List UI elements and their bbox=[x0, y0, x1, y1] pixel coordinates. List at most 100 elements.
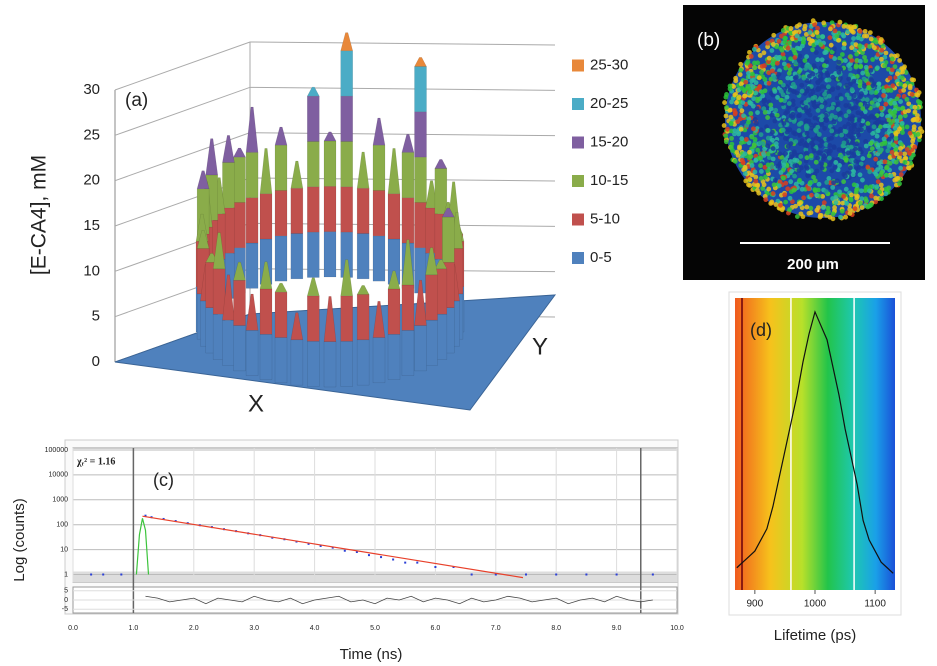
pixel bbox=[834, 178, 840, 184]
residual-tick-label: 5 bbox=[64, 588, 68, 595]
pixel bbox=[780, 28, 786, 33]
pixel bbox=[829, 168, 835, 174]
pixel bbox=[867, 44, 873, 49]
pixel bbox=[817, 73, 823, 79]
pixel bbox=[868, 67, 874, 73]
pixel bbox=[746, 140, 752, 146]
pixel bbox=[865, 164, 871, 170]
pixel bbox=[786, 101, 792, 106]
pixel bbox=[829, 128, 835, 134]
pixel bbox=[898, 145, 903, 151]
y-tick-label: 20 bbox=[83, 172, 100, 189]
pixel bbox=[870, 130, 876, 136]
surface-spike bbox=[340, 95, 353, 142]
surface-spike bbox=[387, 193, 401, 240]
pixel bbox=[786, 104, 792, 110]
data-point bbox=[470, 573, 473, 576]
pixel bbox=[774, 112, 780, 118]
pixel bbox=[865, 121, 871, 126]
data-point bbox=[416, 561, 419, 564]
pixel bbox=[826, 89, 832, 95]
y-axis-title: Log (counts) bbox=[11, 498, 28, 581]
pixel bbox=[793, 66, 799, 72]
pixel bbox=[792, 55, 798, 60]
pixel bbox=[762, 146, 767, 152]
pixel bbox=[749, 163, 755, 168]
pixel bbox=[805, 110, 811, 116]
pixel bbox=[810, 18, 816, 24]
pixel bbox=[757, 53, 763, 58]
x-axis-title: Time (ns) bbox=[340, 646, 403, 663]
pixel bbox=[796, 113, 802, 118]
pixel bbox=[794, 24, 800, 29]
pixel bbox=[747, 49, 752, 55]
pixel bbox=[772, 118, 778, 124]
pixel bbox=[760, 93, 766, 99]
surface-spike bbox=[340, 259, 353, 297]
pixel bbox=[779, 154, 785, 160]
surface-spike bbox=[259, 261, 273, 290]
pixel bbox=[784, 94, 790, 100]
data-point bbox=[162, 517, 165, 520]
pixel bbox=[742, 151, 748, 157]
pixel bbox=[870, 83, 876, 89]
pixel bbox=[844, 92, 850, 98]
pixel bbox=[736, 131, 741, 137]
pixel bbox=[841, 45, 847, 51]
pixel bbox=[732, 111, 738, 117]
pixel bbox=[865, 125, 871, 131]
pixel bbox=[727, 86, 733, 92]
pixel bbox=[904, 147, 910, 152]
data-point bbox=[434, 566, 437, 569]
pixel bbox=[778, 170, 784, 175]
pixel bbox=[900, 130, 905, 135]
pixel bbox=[868, 140, 874, 146]
pixel bbox=[851, 182, 857, 188]
pixel bbox=[866, 81, 871, 87]
pixel bbox=[799, 82, 805, 88]
surface-spike bbox=[259, 288, 273, 335]
pixel bbox=[784, 129, 790, 135]
surface-spike bbox=[340, 186, 353, 233]
pixel bbox=[783, 65, 789, 71]
pixel bbox=[723, 139, 729, 145]
y-tick-label: 5 bbox=[92, 308, 100, 325]
surface-spike bbox=[356, 294, 370, 341]
pixel bbox=[830, 86, 836, 92]
surface-spike bbox=[387, 270, 401, 290]
legend-label: 0-5 bbox=[590, 249, 612, 266]
pixel bbox=[879, 170, 885, 175]
data-point bbox=[404, 561, 407, 564]
pixel bbox=[851, 36, 856, 41]
data-point bbox=[452, 566, 455, 569]
pixel bbox=[820, 194, 826, 199]
pixel bbox=[846, 103, 852, 108]
pixel bbox=[822, 100, 828, 106]
pixel bbox=[883, 172, 889, 178]
pixel bbox=[804, 155, 810, 161]
pixel bbox=[803, 31, 809, 37]
surface-spike bbox=[233, 156, 246, 203]
pixel bbox=[788, 26, 794, 31]
surface-spike bbox=[372, 300, 386, 338]
pixel bbox=[848, 72, 854, 78]
pixel bbox=[723, 94, 729, 100]
pixel bbox=[755, 110, 760, 115]
pixel bbox=[887, 75, 893, 81]
pixel bbox=[803, 104, 809, 110]
pixel bbox=[828, 54, 834, 59]
pixel bbox=[879, 47, 885, 53]
pixel bbox=[765, 44, 771, 50]
pixel bbox=[853, 105, 858, 111]
pixel bbox=[888, 173, 894, 179]
pixel bbox=[815, 57, 821, 63]
pixel bbox=[804, 63, 810, 69]
legend-label: 15-20 bbox=[590, 133, 628, 150]
pixel bbox=[856, 165, 862, 170]
pixel bbox=[830, 211, 836, 217]
pixel bbox=[863, 114, 868, 120]
pixel bbox=[748, 153, 754, 159]
y-tick-label: 25 bbox=[83, 126, 100, 143]
pixel bbox=[820, 84, 825, 89]
